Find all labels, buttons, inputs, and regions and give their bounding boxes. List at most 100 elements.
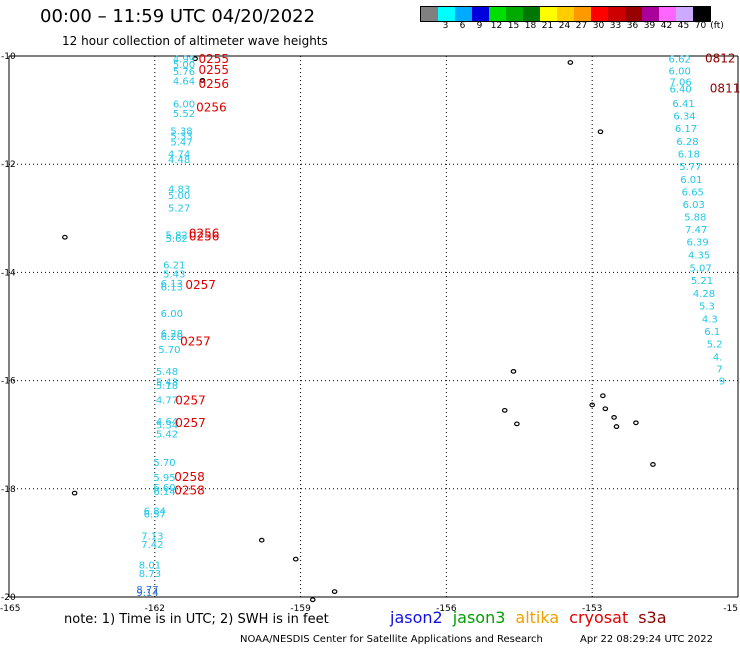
legend-tick-label: 24 bbox=[558, 21, 571, 31]
island-outline bbox=[258, 537, 265, 543]
generated-date: Apr 22 08:29:24 UTC 2022 bbox=[580, 634, 713, 645]
time-label: 0255 bbox=[199, 52, 230, 66]
lat-tick-label: -14 bbox=[1, 268, 16, 278]
wave-height-label: 5.38 bbox=[170, 127, 192, 138]
legend-swatch bbox=[489, 7, 506, 21]
time-label: 0812 bbox=[705, 52, 736, 66]
wave-height-label: 5.34 bbox=[156, 420, 178, 431]
wave-height-label: 4.77 bbox=[156, 396, 178, 407]
legend-tick-label: 21 bbox=[541, 21, 554, 31]
footer-note: note: 1) Time is in UTC; 2) SWH is in fe… bbox=[64, 612, 329, 627]
lon-tick-label: -153 bbox=[582, 604, 602, 614]
island-outline bbox=[589, 402, 596, 408]
wave-height-label: 6.03 bbox=[683, 200, 705, 211]
wave-height-label: 6.65 bbox=[682, 187, 704, 198]
wave-height-label: 6.00 bbox=[173, 100, 195, 111]
time-label: 0255 bbox=[199, 63, 230, 77]
legend-swatch bbox=[506, 7, 523, 21]
wave-height-label: 8.01 bbox=[139, 561, 161, 572]
wave-height-label: 5.77 bbox=[679, 162, 701, 173]
legend-swatch bbox=[438, 7, 455, 21]
wave-height-label: 5.42 bbox=[156, 430, 178, 441]
legend-swatch bbox=[421, 7, 438, 21]
wave-height-label: 5.48 bbox=[156, 367, 178, 378]
wave-height-label: 6.39 bbox=[687, 238, 709, 249]
wave-height-label: 5.76 bbox=[173, 67, 195, 78]
island-outline bbox=[510, 369, 517, 374]
time-label: 0256 bbox=[199, 77, 230, 91]
island-outline bbox=[567, 60, 574, 65]
time-label: 0257 bbox=[175, 394, 206, 408]
island-layer bbox=[62, 56, 656, 603]
lon-tick-label: -162 bbox=[145, 604, 165, 614]
legend-swatch bbox=[574, 7, 591, 21]
island-outline bbox=[192, 56, 198, 62]
observation-labels: 4.995.005.764.646.005.525.385.335.474.74… bbox=[136, 52, 740, 599]
legend-tick-label: 12 bbox=[490, 21, 503, 31]
lon-tick-label: -159 bbox=[290, 604, 311, 614]
map-axes: -10-12-14-16-18-20-165 -162 -159 -156 -153 -1… bbox=[0, 52, 738, 614]
island-outline bbox=[600, 393, 606, 399]
wave-height-label: 6.18 bbox=[678, 149, 700, 160]
island-outline bbox=[613, 424, 620, 429]
legend-tick-label: 6 bbox=[459, 21, 466, 31]
time-label: 0257 bbox=[185, 278, 216, 292]
wave-height-label: 5.52 bbox=[173, 109, 195, 120]
wave-height-label: 6.20 bbox=[161, 332, 183, 343]
legend-swatch bbox=[455, 7, 472, 21]
wave-height-label: 5.2 bbox=[707, 339, 723, 350]
wave-height-label: 5.00 bbox=[168, 191, 190, 202]
lat-tick-label: -16 bbox=[1, 377, 16, 387]
legend-tick-label: 27 bbox=[575, 21, 588, 31]
wave-height-label: 5.18 bbox=[156, 381, 178, 392]
wave-height-label: 5.00 bbox=[173, 60, 195, 71]
wave-height-label: 4.83 bbox=[168, 185, 190, 196]
satellite-legend-item: jason2 bbox=[390, 608, 443, 627]
wave-height-label: 4. bbox=[713, 352, 723, 363]
lon-tick-label: -15 bbox=[723, 604, 738, 614]
wave-height-label: 8.73 bbox=[139, 569, 161, 580]
lat-tick-label: -20 bbox=[1, 593, 16, 603]
time-label: 0256 bbox=[196, 100, 227, 114]
wave-height-label: 6.62 bbox=[669, 55, 691, 66]
wave-height-label: 4.99 bbox=[173, 55, 195, 66]
wave-height-label: 5.3 bbox=[699, 301, 715, 312]
wave-height-label: 6.28 bbox=[676, 137, 698, 148]
wave-height-label: 6.1 bbox=[704, 327, 720, 338]
legend-tick-label: 42 bbox=[660, 21, 673, 31]
wave-height-label: 5.43 bbox=[163, 269, 185, 280]
wave-height-label: 7.47 bbox=[685, 225, 707, 236]
legend-swatch bbox=[659, 7, 676, 21]
legend-tick-label: 33 bbox=[609, 21, 622, 31]
wave-height-label: 5.27 bbox=[168, 203, 190, 214]
wave-height-label: 6.01 bbox=[680, 175, 702, 186]
island-outline bbox=[611, 414, 617, 420]
time-label: 0256 bbox=[189, 230, 220, 244]
wave-height-label: 7.13 bbox=[141, 531, 163, 542]
legend-tick-label: 9 bbox=[476, 21, 483, 31]
wave-height-label: 4.35 bbox=[688, 251, 710, 262]
wave-height-label: 5.47 bbox=[170, 137, 192, 148]
legend-tick-label: 18 bbox=[524, 21, 537, 31]
legend-tick-label: 3 bbox=[442, 21, 449, 31]
legend-swatch bbox=[523, 7, 540, 21]
island-outline bbox=[309, 597, 316, 603]
island-outline bbox=[597, 129, 604, 135]
legend-swatch bbox=[591, 7, 608, 21]
legend-tick-label: 15 bbox=[507, 21, 520, 31]
legend-tick-label: 70 bbox=[694, 21, 707, 31]
legend-swatch bbox=[625, 7, 642, 21]
lat-tick-label: -12 bbox=[1, 160, 16, 170]
map-grid bbox=[8, 55, 739, 598]
wave-height-label: 6.17 bbox=[675, 124, 697, 135]
time-label: 0258 bbox=[174, 483, 205, 497]
wave-height-label: 5.70 bbox=[153, 458, 175, 469]
satellite-legend-item: jason3 bbox=[452, 608, 506, 627]
time-label: 0257 bbox=[180, 335, 211, 349]
wave-height-label: 5.82 bbox=[166, 231, 188, 242]
satellite-legend-item: s3a bbox=[638, 608, 667, 627]
wave-height-label: 7.42 bbox=[141, 540, 163, 551]
lat-tick-label: -10 bbox=[1, 52, 16, 62]
color-scale-legend bbox=[420, 6, 711, 22]
island-outline bbox=[199, 77, 206, 83]
